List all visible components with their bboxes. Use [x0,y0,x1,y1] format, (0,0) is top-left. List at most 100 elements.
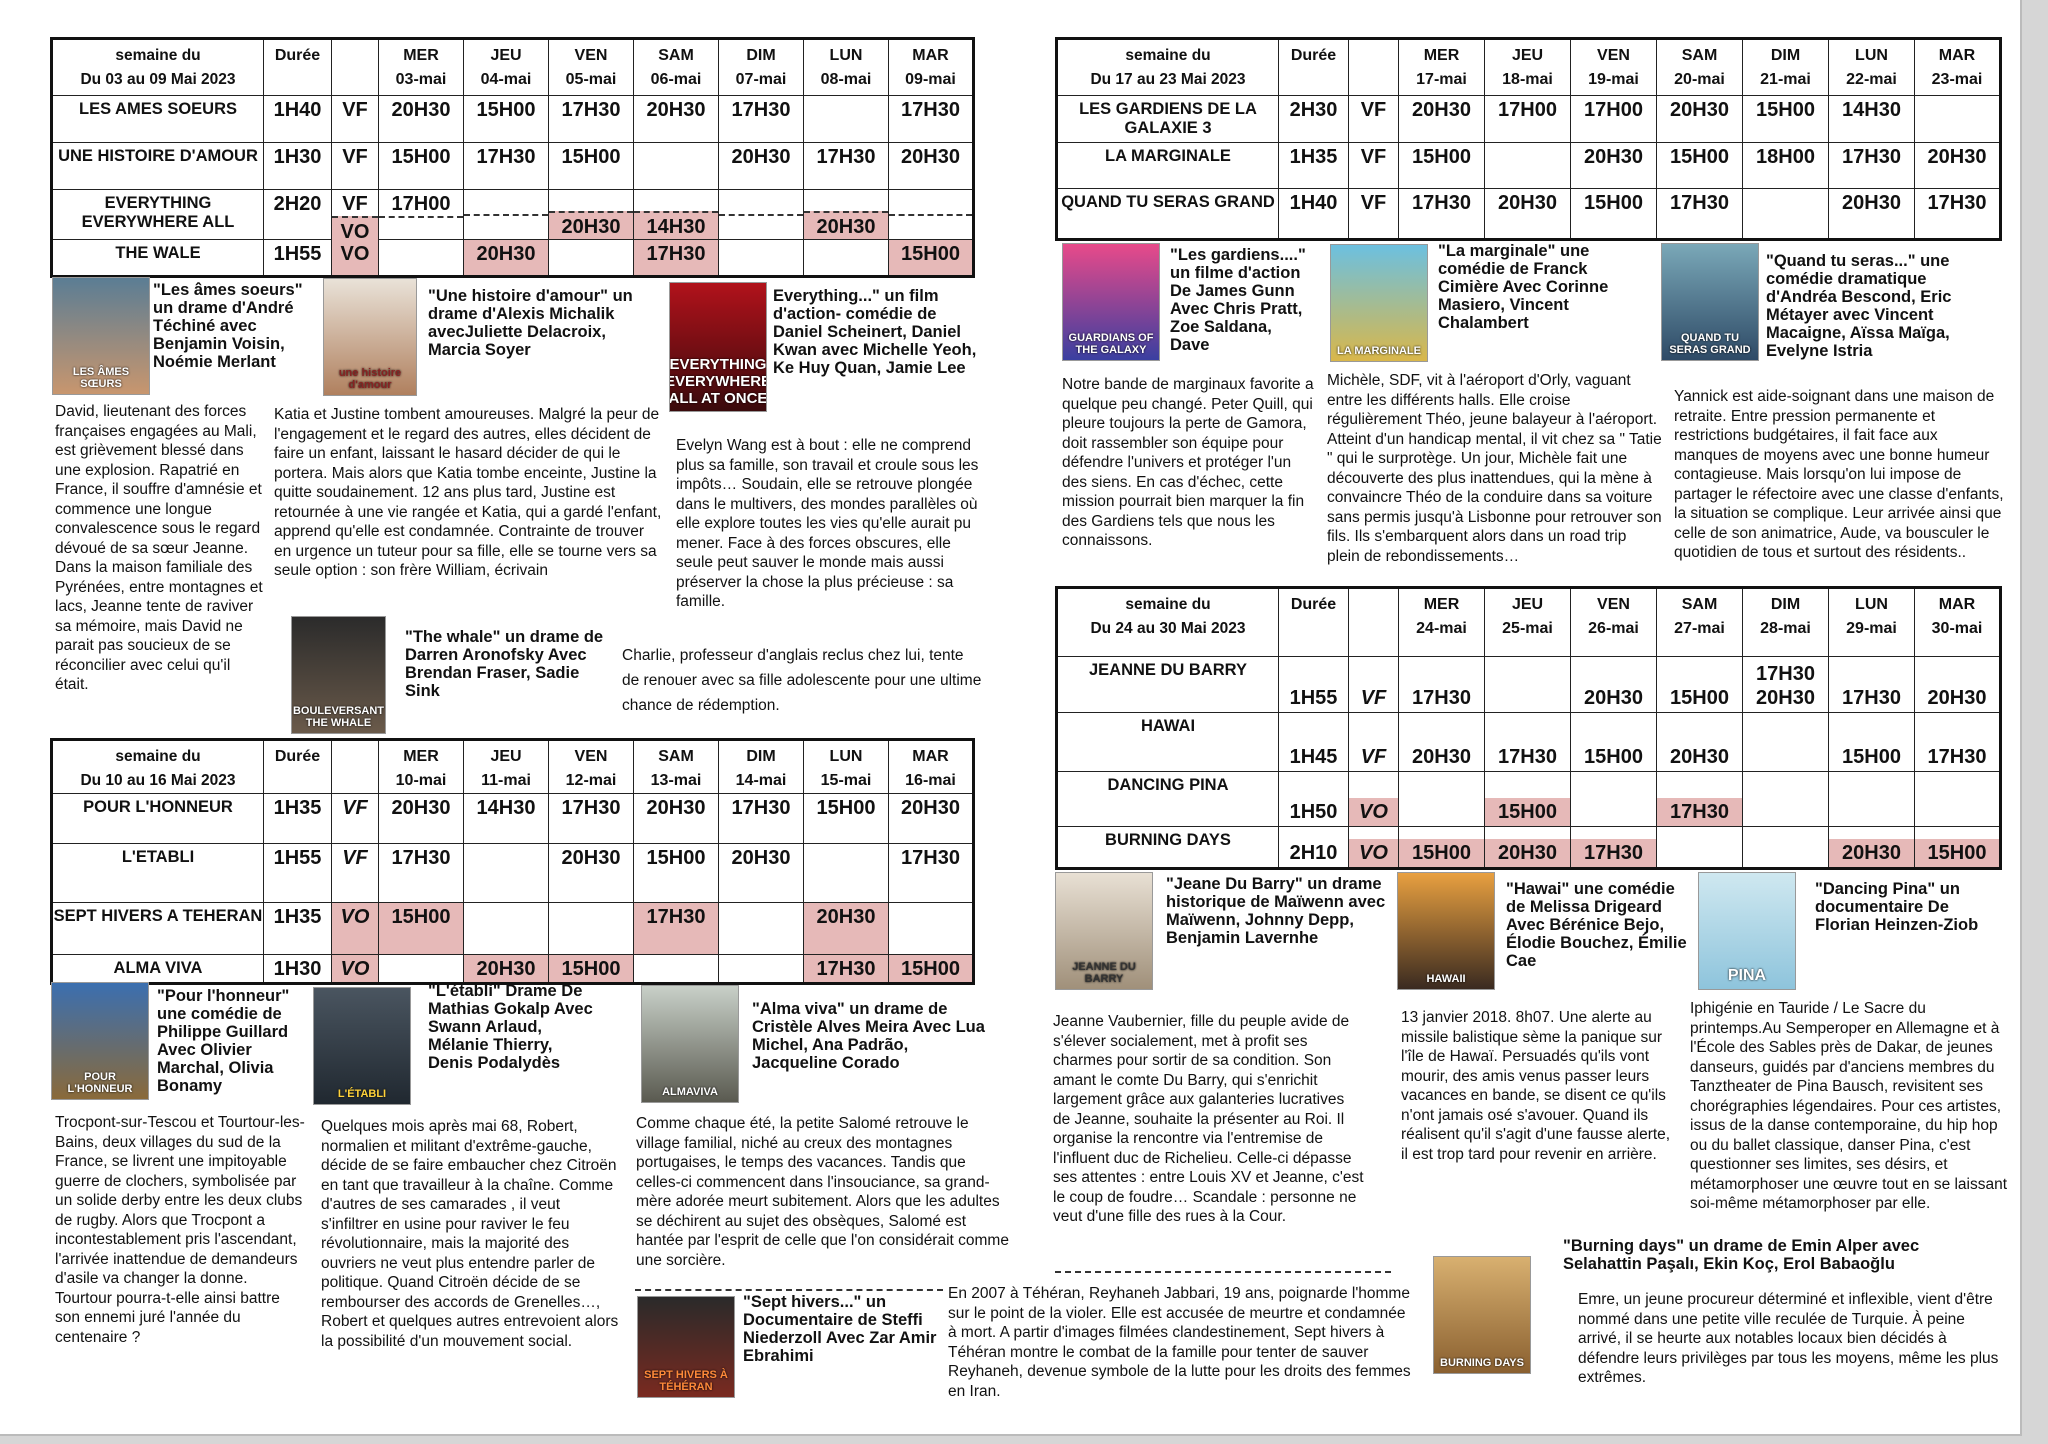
film-version: VF [1348,188,1399,240]
schedule-table: semaine du Du 17 au 23 Mai 2023 Durée MER 17… [1055,37,2002,241]
showtime-wrap: 15H00 [634,844,718,902]
version-wrap: VF VO [332,190,378,244]
day-date: 22-mai [1846,71,1897,88]
showtime-wrap: 15H00 [804,794,888,843]
showtime: 17H30 [1842,687,1901,709]
film-duration: 1H55 [263,239,332,277]
showtime-cell: 17H30 20H30 [1742,656,1829,713]
showtime-cell: 17H00 [378,189,464,240]
showtime-cell: 14H30 [463,793,549,844]
film-version: VO [1348,771,1399,827]
showtime [1485,708,1570,712]
showtime [464,844,548,902]
showtime-wrap: 20H30 [1485,189,1570,238]
day-header: SAM 13-mai [633,739,719,794]
film-version: VO [331,902,379,955]
day-header: JEU 18-mai [1484,38,1571,96]
film-synopsis-whale: Charlie, professeur d'anglais reclus che… [622,647,982,714]
day-date: 03-mai [395,71,447,88]
showtime: 20H30 [549,211,633,239]
showtime: 20H30 [1584,146,1643,168]
showtime-cell: 15H00 [1398,142,1485,189]
poster-title: BURNING DAYS [1440,1357,1524,1369]
showtime-cell [1484,142,1571,189]
showtime-wrap: 18H00 [1743,143,1828,188]
film-title: HAWAI [1056,712,1279,772]
day-date: 21-mai [1760,71,1811,88]
showtime-wrap: 15H00 [464,96,548,142]
version-wrap: VO [332,903,378,954]
showtime-cell [633,954,719,984]
week-cell: semaine du Du 10 au 16 Mai 2023 [51,739,264,794]
showtime [719,213,803,240]
showtime-cell: 20H30 [803,902,889,955]
showtime: 15H00 [1399,839,1484,867]
showtime-cell: 15H00 [1570,188,1657,240]
showtime-cell: 20H30 [1570,656,1657,713]
showtime-wrap: 15H00 [379,903,463,954]
showtime-wrap [804,240,888,275]
day-date: 08-mai [820,71,872,88]
showtime: 17H30 [1571,839,1656,867]
film-duration: 2H10 [1278,826,1349,869]
duration-header: Durée [1278,587,1349,657]
day-name: DIM [1770,47,1801,64]
showtime: 17H30 [476,146,536,168]
film-row: ALMA VIVA 1H30 VO 20H30 15H00 17H30 15H00 [51,954,974,984]
film-duration: 2H20 [263,189,332,240]
showtime: 20H30 [901,146,960,168]
showtime-cell [463,902,549,955]
day-name: MER [1423,47,1460,64]
film-duration: 1H55 [263,843,332,903]
showtime-cell: 20H30 [463,239,549,277]
showtime [464,213,548,240]
showtime-wrap [1915,772,1999,826]
day-header: LUN 22-mai [1828,38,1915,96]
showtime-wrap: 15H00 [1571,713,1656,771]
showtime-cell [548,902,634,955]
showtime [889,190,972,214]
poster-dancing-pina: PINA [1698,872,1796,990]
showtime-cell: 20H30 [463,954,549,984]
showtime-wrap: 20H30 [1657,96,1742,142]
poster-the-whale: BOULEVERSANT THE WHALE [291,616,386,734]
duration-value: 1H30 [273,958,322,980]
showtime [1743,767,1828,771]
film-caption-marginale: "La marginale" une comédie de Franck Cim… [1438,242,1609,332]
poster-title: SEPT HIVERS À TÉHÉRAN [644,1369,728,1393]
showtime: 17H00 [1498,99,1557,121]
film-synopsis-alma: Comme chaque été, la petite Salomé retro… [636,1115,1009,1269]
showtime [1743,189,1828,238]
showtime-wrap: 15H00 [1399,827,1484,867]
showtime-cell: 17H30 [1570,826,1657,869]
showtime-wrap [889,190,972,239]
showtime-wrap [719,903,803,954]
showtime: 20H30 [391,99,451,121]
version-wrap: VO [332,955,378,982]
day-name: MAR [912,748,949,765]
showtime-cell [378,954,464,984]
film-row: DANCING PINA 1H50 VO 15H00 17H30 [1056,771,2001,827]
showtime: 17H30 [731,99,791,121]
showtime: 15H00 [476,99,536,121]
showtime-wrap: 15H00 [1657,657,1742,712]
showtime-cell [633,142,719,190]
showtime-wrap [1915,96,1999,142]
day-date: 18-mai [1502,71,1553,88]
showtime-wrap [804,844,888,902]
showtime: 15H00 [379,903,463,954]
showtime: 15H00 [391,146,451,168]
poster-la-marginale: LA MARGINALE [1330,244,1428,362]
showtime-cell: 18H00 [1742,142,1829,189]
film-title: ALMA VIVA [51,954,264,984]
day-name: JEU [1511,596,1544,613]
showtime-wrap: 17H30 [804,143,888,189]
showtime: 20H30 [1927,687,1987,709]
showtime [1657,863,1742,867]
week-label: semaine du [1125,47,1211,64]
showtime: 20H30 [464,240,548,275]
duration-header: Durée [263,38,332,96]
showtime-wrap [1829,772,1914,826]
showtime-cell: 20H30 [1914,656,2001,713]
showtime [464,903,548,954]
